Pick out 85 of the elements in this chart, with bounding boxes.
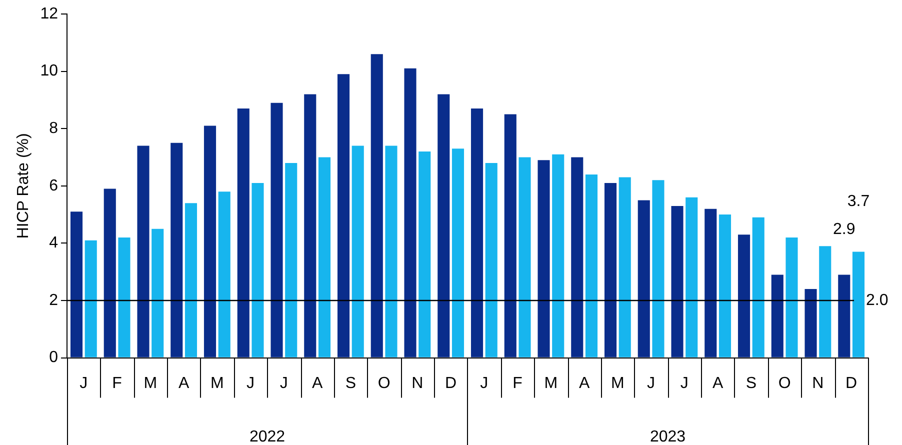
y-tick-label: 4 — [49, 234, 58, 252]
y-tick-label: 10 — [40, 62, 58, 80]
bar — [852, 252, 865, 358]
x-tick-label: F — [112, 374, 122, 392]
text: 2022 — [249, 428, 286, 445]
x-tick-label: N — [412, 374, 424, 392]
bar — [184, 203, 198, 358]
x-tick-label: A — [312, 374, 323, 392]
x-tick-label: S — [345, 374, 356, 392]
x-tick-label: A — [712, 374, 724, 392]
bar — [804, 289, 817, 358]
bar — [585, 174, 598, 358]
ref-line-label: 2.0 — [866, 292, 888, 309]
bar — [552, 154, 564, 358]
bar — [137, 146, 150, 358]
bar — [819, 246, 832, 358]
data-label: 2.9 — [833, 221, 856, 238]
bar — [604, 183, 617, 358]
bar — [638, 200, 650, 358]
bar — [470, 108, 484, 358]
x-tick-label: J — [647, 374, 656, 392]
bar — [438, 94, 450, 358]
bar — [485, 162, 498, 358]
bar — [738, 234, 750, 358]
y-axis-title: HICP Rate (%) — [15, 133, 32, 239]
x-tick-label: M — [210, 374, 224, 392]
x-tick-label: D — [445, 374, 457, 392]
bar — [838, 274, 850, 358]
x-tick-label: A — [578, 374, 590, 392]
x-tick-label: A — [178, 374, 190, 392]
x-tick-label: J — [246, 374, 255, 392]
bar — [452, 148, 464, 358]
bar — [771, 274, 784, 358]
bar — [504, 114, 516, 358]
bar — [84, 240, 97, 358]
bar — [352, 146, 364, 358]
x-tick-label: J — [280, 374, 288, 392]
bar — [718, 214, 732, 358]
bar — [270, 102, 283, 358]
x-tick-label: M — [611, 374, 624, 392]
bar — [418, 152, 431, 358]
bar — [70, 212, 83, 358]
bar — [786, 237, 798, 358]
bar — [337, 74, 350, 358]
x-tick-label: M — [544, 374, 558, 392]
bar — [152, 228, 164, 358]
y-tick-label: 6 — [49, 177, 58, 194]
text: 2023 — [650, 428, 686, 445]
x-tick-label: J — [80, 374, 88, 392]
bar — [686, 197, 698, 358]
x-tick-label: M — [144, 374, 158, 392]
y-tick-label: 2 — [49, 292, 58, 309]
bar — [652, 180, 664, 358]
bar — [571, 157, 584, 358]
bar — [704, 208, 717, 358]
bar — [304, 94, 316, 358]
data-label: 3.7 — [847, 193, 870, 210]
x-tick-label: F — [512, 374, 523, 392]
bar — [118, 237, 130, 358]
bar — [318, 157, 331, 358]
bar — [237, 108, 250, 358]
x-tick-label: N — [812, 374, 824, 392]
x-tick-label: D — [846, 374, 858, 392]
x-tick-label: O — [378, 374, 390, 392]
y-tick-label: 8 — [49, 120, 58, 138]
bar — [404, 68, 416, 358]
bar — [518, 157, 531, 358]
bar — [752, 217, 764, 358]
bar — [204, 126, 216, 358]
y-tick-label: 0 — [49, 349, 58, 366]
bar — [618, 177, 631, 358]
bar — [218, 192, 230, 358]
x-tick-label: J — [480, 374, 488, 392]
bar — [104, 188, 116, 358]
bar — [370, 54, 383, 358]
bar — [252, 183, 264, 358]
bar — [538, 160, 550, 358]
bar — [285, 162, 298, 358]
x-tick-label: S — [746, 374, 757, 392]
x-tick-label: O — [778, 374, 791, 392]
bar — [671, 206, 684, 358]
bar — [385, 146, 398, 358]
y-tick-label: 12 — [40, 5, 58, 22]
x-tick-label: J — [680, 374, 688, 392]
bar — [170, 142, 183, 358]
